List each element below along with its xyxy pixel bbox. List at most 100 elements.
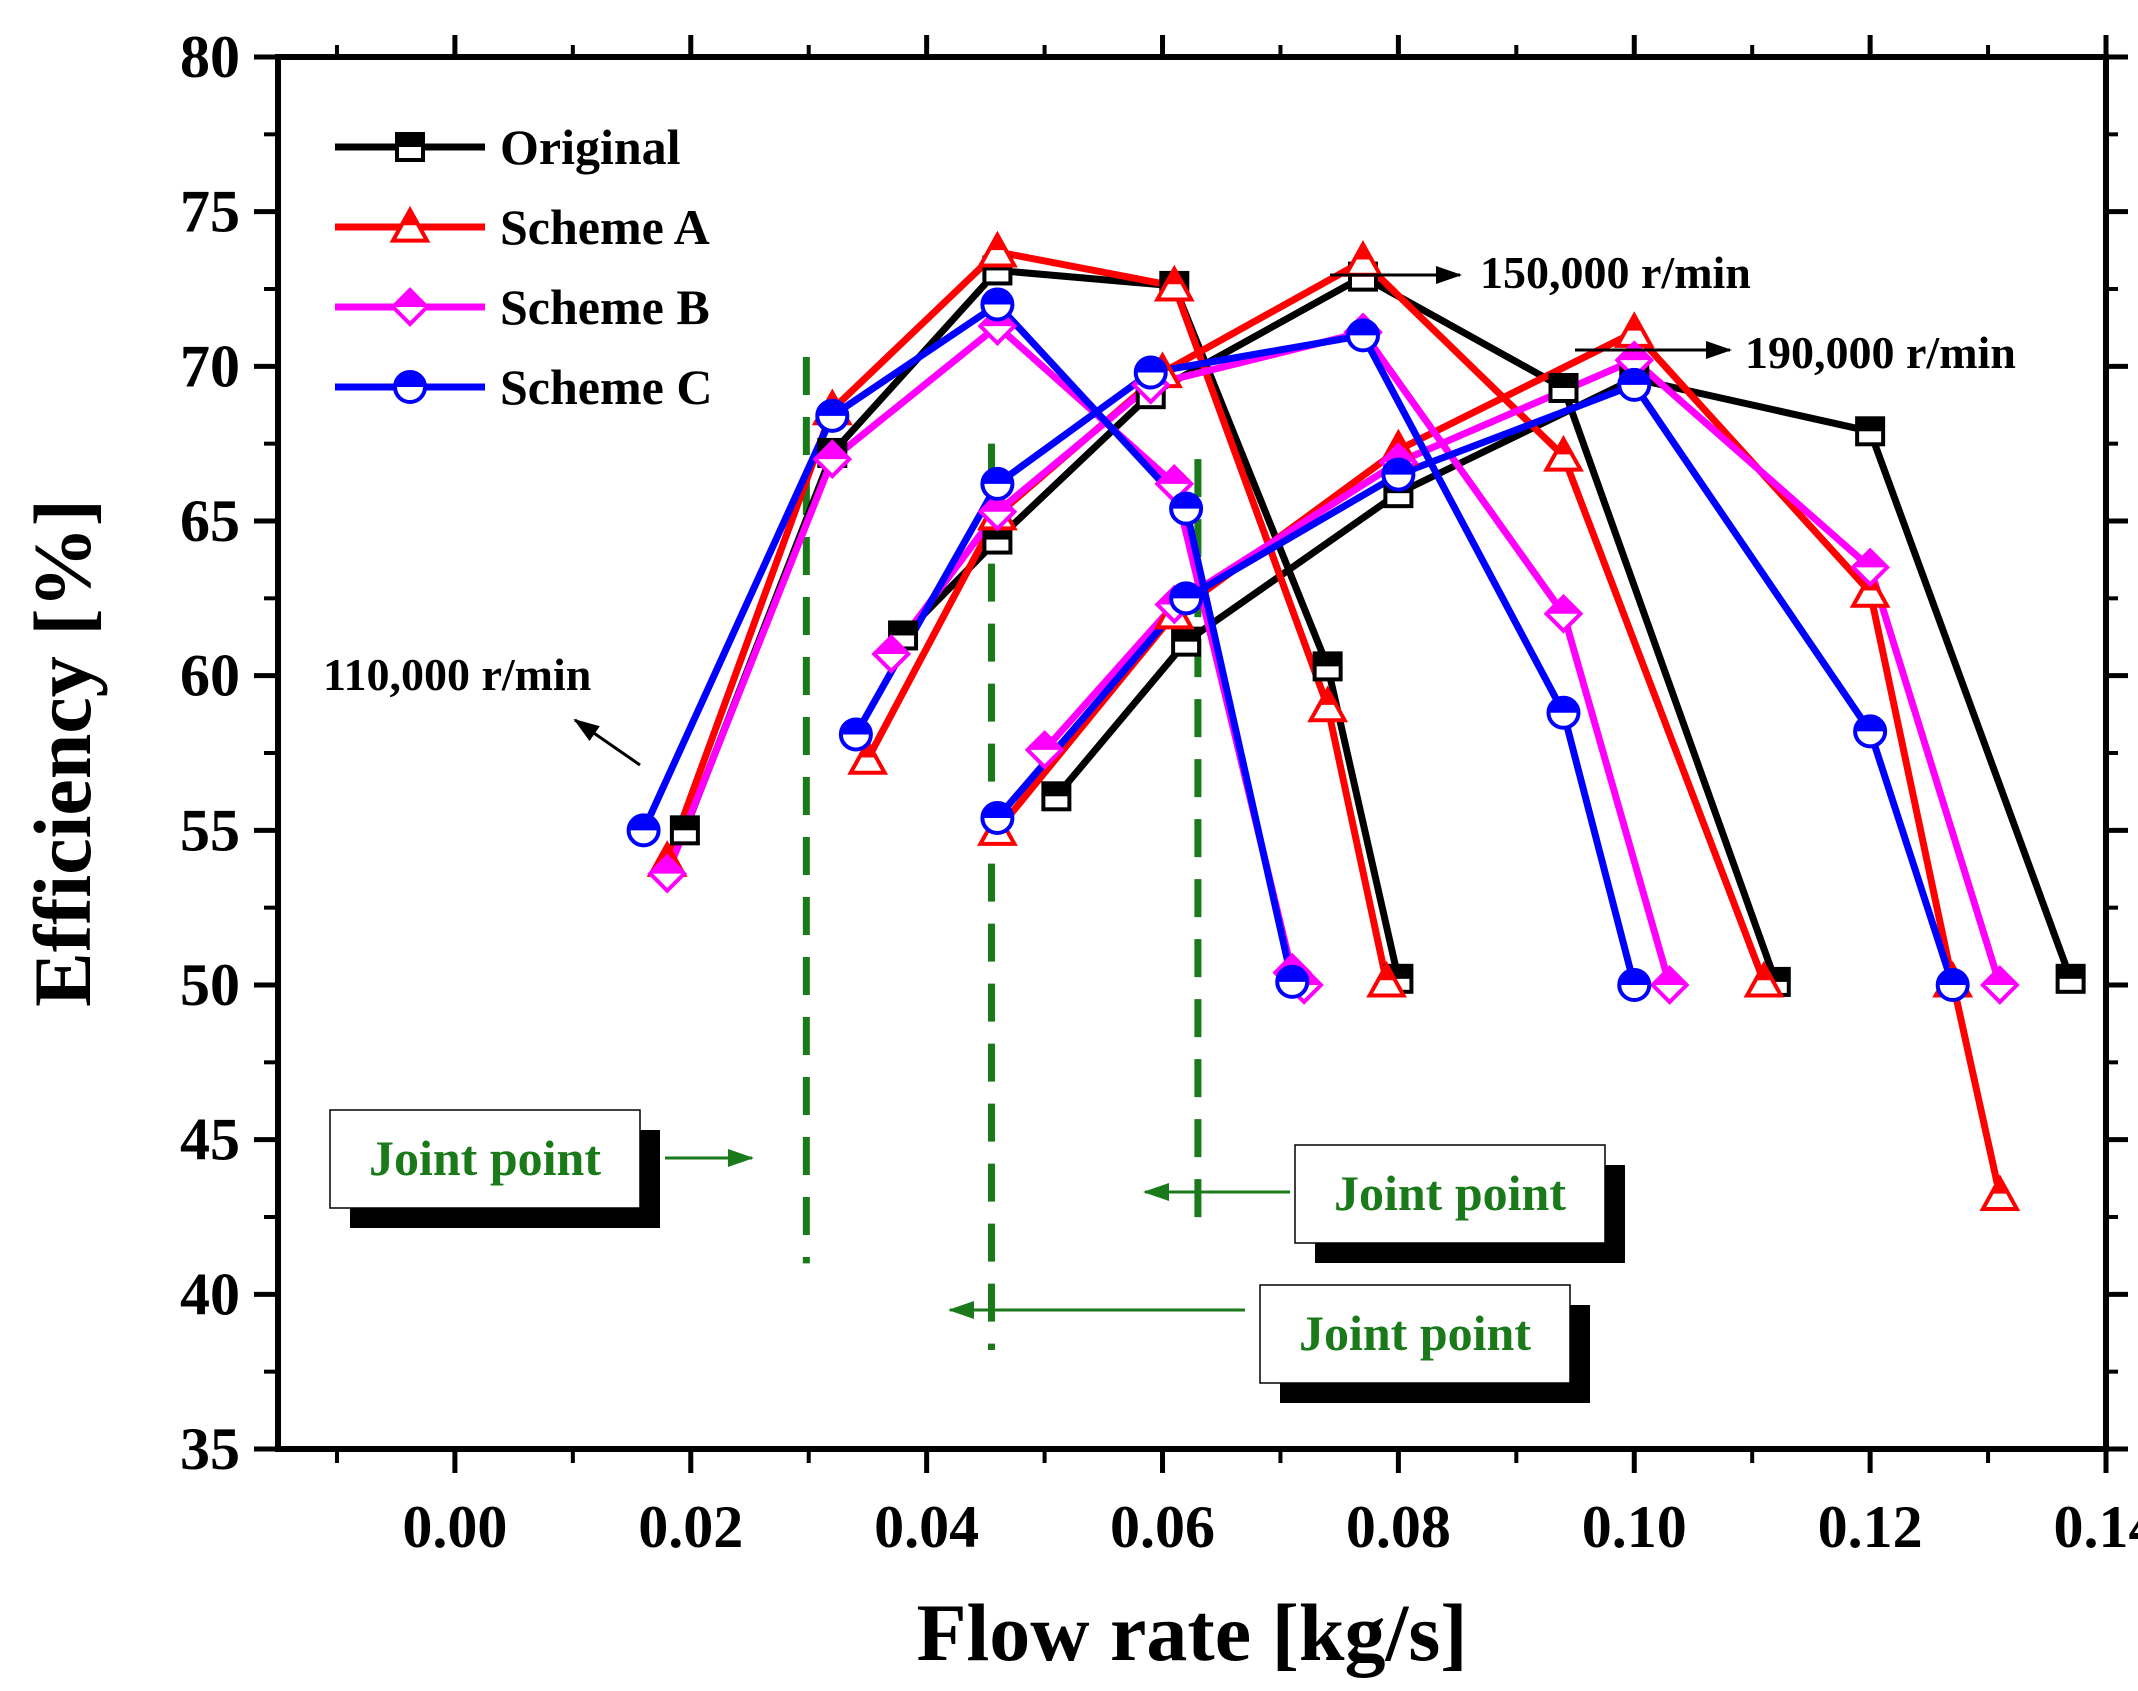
diamond-marker	[1850, 547, 1890, 588]
marker-circle-fill	[1548, 697, 1579, 713]
marker-triangle-fill	[1354, 244, 1372, 260]
series-line	[900, 273, 1780, 984]
circle-marker	[1617, 367, 1652, 402]
diamond-marker	[390, 287, 430, 327]
diamond-marker	[977, 491, 1018, 532]
series-line	[663, 322, 1307, 988]
triangle-marker	[1979, 1174, 2021, 1211]
diamond-marker	[1024, 730, 1065, 770]
plot-frame	[275, 54, 2109, 1452]
series-line	[888, 328, 1674, 986]
triangle-marker	[1153, 264, 1195, 302]
diamond-marker	[1543, 593, 1584, 634]
joint-point-text: Joint point	[1299, 1305, 1531, 1361]
marker-circle-fill	[1277, 966, 1308, 982]
circle-marker	[1853, 714, 1888, 749]
series-line	[681, 266, 1402, 980]
marker-triangle-fill	[1165, 268, 1183, 285]
circle-marker	[1935, 968, 1970, 1002]
marker-diamond-fill	[1381, 445, 1416, 463]
joint-point-label: Joint point	[948, 1284, 1590, 1403]
series-line	[852, 331, 1638, 986]
marker-square-fill	[671, 817, 698, 831]
marker-circle-fill	[1171, 493, 1202, 509]
y-tick-label: 45	[180, 1107, 240, 1173]
marker-triangle-fill	[988, 234, 1006, 251]
marker-triangle-fill	[401, 210, 419, 226]
marker-circle-fill	[1619, 970, 1650, 985]
y-tick-label: 50	[180, 952, 240, 1018]
square-marker	[2055, 963, 2086, 994]
circle-marker	[1275, 964, 1310, 999]
square-marker	[1171, 626, 1202, 657]
marker-triangle-fill	[1755, 964, 1773, 981]
marker-square-fill	[1550, 374, 1577, 388]
circle-marker	[1381, 457, 1416, 492]
circle-marker	[1346, 318, 1381, 353]
marker-triangle-fill	[1625, 315, 1643, 331]
circle-marker	[626, 813, 661, 848]
marker-diamond-fill	[1546, 596, 1581, 614]
marker-circle-fill	[982, 289, 1013, 305]
marker-triangle-fill	[859, 742, 877, 758]
marker-circle-fill	[817, 400, 848, 416]
circle-marker	[838, 717, 873, 752]
marker-circle-fill	[1171, 583, 1202, 599]
series-line	[663, 248, 1391, 983]
x-tick-label: 0.10	[1582, 1494, 1687, 1560]
square-marker	[1041, 781, 1072, 812]
diamond-marker	[812, 439, 853, 479]
joint-point-label: Joint point	[329, 1109, 754, 1228]
diamond-marker	[1614, 340, 1655, 380]
triangle-marker	[1366, 960, 1407, 998]
diamond-marker	[1649, 965, 1690, 1005]
y-tick-label: 75	[180, 179, 240, 245]
triangle-marker	[1543, 434, 1584, 472]
x-tick-label: 0.06	[1110, 1494, 1215, 1560]
marker-diamond-fill	[1617, 343, 1652, 361]
joint-box	[1259, 1284, 1571, 1384]
marker-diamond-fill	[1027, 732, 1062, 750]
marker-square-fill	[1043, 783, 1070, 797]
marker-triangle-fill	[1554, 439, 1572, 455]
marker-diamond-fill	[650, 856, 685, 874]
legend-label: Scheme B	[500, 279, 710, 335]
marker-circle-fill	[628, 815, 659, 831]
triangle-marker	[977, 230, 1018, 268]
marker-triangle-fill	[1378, 964, 1396, 981]
marker-diamond-fill	[1853, 550, 1888, 568]
circle-marker	[980, 287, 1015, 322]
series-line	[864, 257, 1768, 984]
annotations: 110,000 r/min 150,000 r/min 190,000 r/min J…	[323, 247, 2016, 1403]
circle-marker	[1169, 581, 1204, 616]
square-marker	[1855, 416, 1886, 447]
x-tick-label: 0.12	[1818, 1494, 1923, 1560]
marker-triangle-fill	[1389, 432, 1407, 449]
joint-point-text: Joint point	[1334, 1165, 1566, 1221]
series-layer	[626, 230, 2086, 1211]
triangle-marker	[389, 205, 431, 243]
square-marker	[1312, 651, 1343, 682]
speed-label-110000: 110,000 r/min	[323, 649, 591, 700]
marker-square-fill	[2057, 965, 2084, 979]
marker-square-fill	[397, 134, 423, 147]
legend-label: Original	[500, 119, 681, 175]
circle-marker	[1169, 491, 1204, 526]
x-axis-title: Flow rate [kg/s]	[916, 1587, 1467, 1678]
marker-triangle-fill	[1991, 1178, 2009, 1194]
marker-circle-fill	[395, 372, 425, 387]
joint-point-text: Joint point	[369, 1130, 601, 1186]
marker-diamond-fill	[874, 637, 909, 655]
marker-circle-fill	[1135, 357, 1166, 373]
x-tick-label: 0.04	[874, 1494, 979, 1560]
x-tick-label: 0.08	[1346, 1494, 1451, 1560]
marker-circle-fill	[1855, 716, 1886, 732]
marker-circle-fill	[1619, 369, 1650, 385]
square-marker	[395, 132, 425, 162]
marker-diamond-fill	[1157, 466, 1192, 484]
y-tick-label: 55	[180, 797, 240, 863]
x-tick-label: 0.00	[402, 1494, 507, 1560]
circle-marker	[980, 800, 1015, 835]
marker-square-fill	[1173, 628, 1200, 642]
